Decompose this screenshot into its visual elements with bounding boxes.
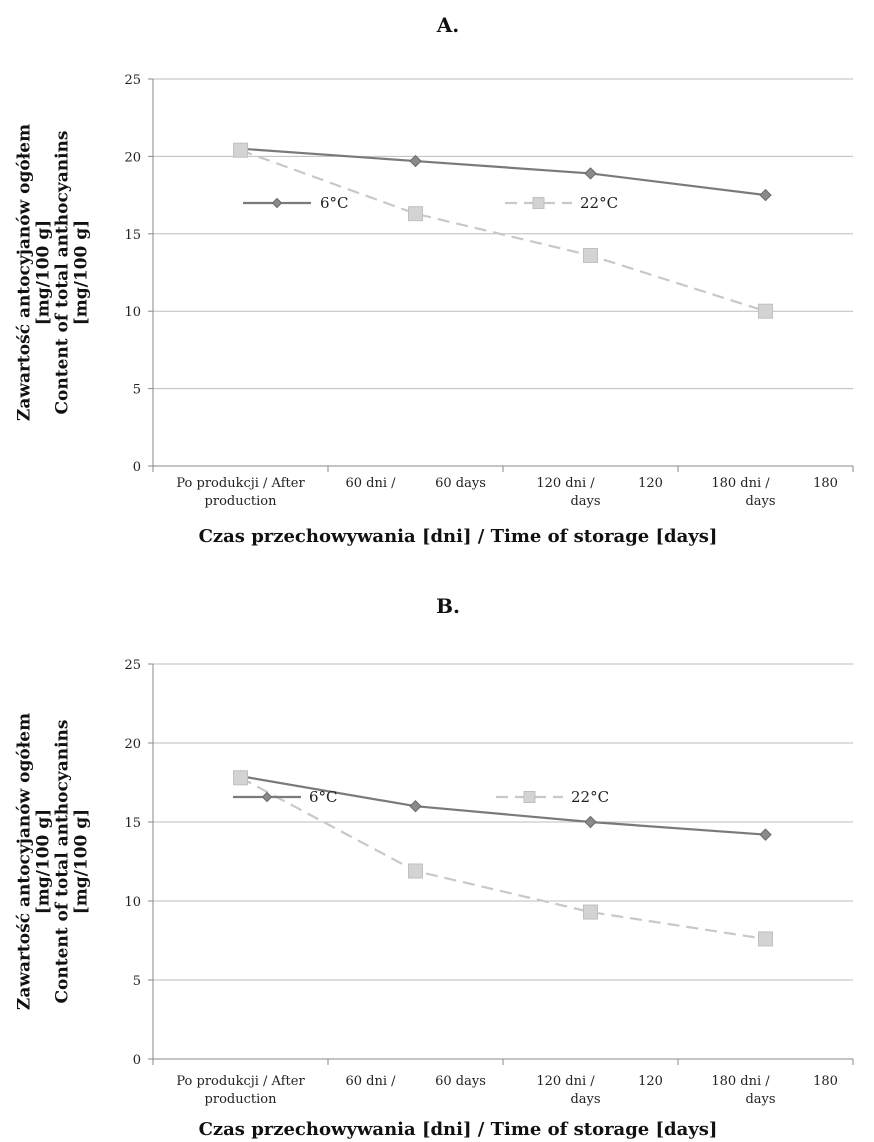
legend-marker [261, 791, 273, 803]
chart-panel-a: A. 0 5 10 15 20 25 Po produkcji / After producti… [15, 13, 854, 547]
y-tick-label: 25 [124, 658, 141, 673]
x-tick-label: days [745, 1092, 775, 1107]
x-tick-label: production [205, 1092, 278, 1107]
data-point-22c [758, 931, 773, 947]
series-line-22c [239, 776, 766, 941]
y-tick-label: 10 [124, 305, 141, 320]
series-line-6c [240, 775, 766, 836]
x-tick-label: days [570, 1092, 600, 1107]
y-tick-label: 25 [124, 73, 141, 88]
legend-label: 22°C [571, 788, 609, 806]
data-point-6c [759, 188, 772, 202]
legend-marker [532, 197, 545, 209]
chart-panel-b: B. 0 5 10 15 20 25 Po produkcji / After producti… [15, 594, 854, 1140]
series-line-6c [240, 147, 766, 197]
y-tick-label: 15 [124, 816, 141, 831]
legend-item-22c: 22°C [505, 194, 618, 212]
panel-title: A. [436, 13, 459, 37]
legend-marker [271, 197, 283, 209]
y-axis-title: Zawartość antocyjanów ogółem[mg/100 g]Co… [15, 124, 92, 421]
data-point-6c [759, 828, 772, 841]
legend-label: 6°C [320, 194, 349, 212]
x-axis-title: Czas przechowywania [dni] / Time of stor… [199, 1119, 718, 1140]
data-point-22c [408, 206, 423, 222]
y-tick-label: 5 [133, 383, 141, 398]
y-tick-label: 10 [124, 895, 141, 910]
x-tick-label: 60 dni / [345, 1074, 396, 1089]
data-point-22c [758, 303, 773, 319]
x-tick-label: 60 dni / [345, 476, 396, 491]
y-axis-title: Zawartość antocyjanów ogółem[mg/100 g]Co… [15, 713, 92, 1010]
y-tick-label: 0 [133, 1053, 141, 1068]
x-tick-label: 180 dni / [711, 476, 770, 491]
x-tick-label: 180 [813, 1074, 838, 1089]
x-tick-label: 120 dni / [536, 476, 595, 491]
legend-item-6c: 6°C [233, 788, 338, 806]
x-tick-label: 120 dni / [536, 1074, 595, 1089]
x-tick-label: 180 [813, 476, 838, 491]
y-tick-label: 15 [124, 228, 141, 243]
data-point-22c [583, 904, 598, 920]
x-tick-label: Po produkcji / After [176, 476, 305, 491]
x-tick-label: 120 [638, 1074, 663, 1089]
data-point-22c [233, 142, 248, 158]
legend-label: 6°C [309, 788, 338, 806]
x-tick-label: days [745, 494, 775, 509]
legend-item-22c: 22°C [496, 788, 609, 806]
x-tick-label: 60 days [435, 476, 486, 491]
data-point-22c [233, 770, 248, 786]
y-tick-label: 20 [124, 737, 141, 752]
data-point-6c [584, 167, 597, 180]
x-tick-label: 180 dni / [711, 1074, 770, 1089]
x-tick-label: 60 days [435, 1074, 486, 1089]
data-point-6c [584, 815, 597, 829]
x-tick-label: days [570, 494, 600, 509]
x-tick-label: Po produkcji / After [176, 1074, 305, 1089]
x-tick-label: production [205, 494, 278, 509]
data-point-6c [409, 154, 422, 168]
series-line-22c [240, 149, 766, 313]
y-tick-label: 0 [133, 460, 141, 475]
x-axis-title: Czas przechowywania [dni] / Time of stor… [199, 526, 718, 547]
legend-item-6c: 6°C [243, 194, 349, 212]
legend-marker [523, 791, 536, 803]
legend-label: 22°C [580, 194, 618, 212]
y-tick-label: 5 [133, 974, 141, 989]
x-tick-label: 120 [638, 476, 663, 491]
y-tick-label: 20 [124, 150, 141, 165]
panel-title: B. [436, 594, 460, 618]
data-point-22c [583, 247, 598, 263]
data-point-22c [408, 863, 423, 879]
data-point-6c [409, 799, 422, 813]
